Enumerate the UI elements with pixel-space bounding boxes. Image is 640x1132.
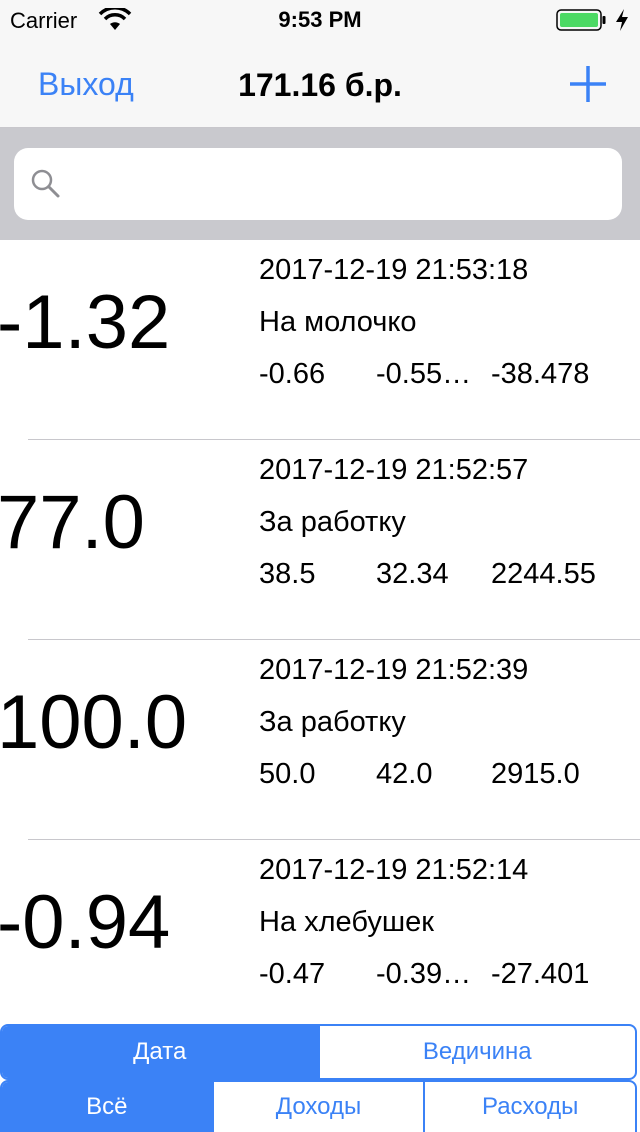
transaction-description: На молочко [259, 306, 417, 338]
row-separator [28, 639, 640, 640]
transaction-value-1: -0.66 [259, 358, 326, 390]
exit-button[interactable]: Выход [38, 66, 134, 102]
search-input[interactable] [14, 148, 622, 220]
transaction-value-3: 2915.0 [491, 758, 580, 790]
charging-bolt-icon [616, 9, 628, 31]
transaction-list: -1.32 2017-12-19 21:53:18 На молочко -0.… [0, 240, 640, 1030]
table-row[interactable]: -1.32 2017-12-19 21:53:18 На молочко -0.… [0, 240, 640, 440]
transaction-value-3: -27.401 [491, 958, 590, 990]
transaction-amount: 100.0 [0, 680, 188, 765]
table-row[interactable]: 77.0 2017-12-19 21:52:57 За работку 38.5… [0, 440, 640, 640]
transaction-value-1: 38.5 [259, 558, 316, 590]
sort-segmented-control: Дата Ведичина [0, 1024, 637, 1080]
search-bar [0, 128, 640, 240]
transaction-amount: 77.0 [0, 480, 145, 565]
row-separator [28, 839, 640, 840]
transaction-date: 2017-12-19 21:52:57 [259, 454, 529, 486]
transaction-amount: -1.32 [0, 280, 171, 365]
sort-by-date-segment[interactable]: Дата [2, 1026, 318, 1078]
carrier-label: Carrier [10, 8, 78, 33]
filter-segmented-control: Всё Доходы Расходы [0, 1080, 637, 1132]
transaction-value-1: -0.47 [259, 958, 326, 990]
transaction-value-2: -0.55… [376, 358, 472, 390]
plus-icon[interactable] [568, 64, 608, 104]
transaction-value-2: -0.39… [376, 958, 472, 990]
filter-income-segment[interactable]: Доходы [211, 1082, 424, 1132]
transaction-value-1: 50.0 [259, 758, 316, 790]
wifi-icon [98, 8, 132, 30]
table-row[interactable]: 100.0 2017-12-19 21:52:39 За работку 50.… [0, 640, 640, 840]
status-bar: Carrier 9:53 PM [0, 0, 640, 40]
transaction-date: 2017-12-19 21:53:18 [259, 254, 529, 286]
filter-expenses-segment[interactable]: Расходы [423, 1082, 635, 1132]
transaction-value-2: 32.34 [376, 558, 449, 590]
filter-all-segment[interactable]: Всё [2, 1082, 212, 1132]
balance-title: 171.16 б.р. [238, 67, 402, 103]
row-separator [28, 439, 640, 440]
transaction-description: За работку [259, 506, 406, 538]
transaction-value-2: 42.0 [376, 758, 433, 790]
transaction-value-3: -38.478 [491, 358, 590, 390]
status-time: 9:53 PM [278, 7, 362, 32]
transaction-date: 2017-12-19 21:52:39 [259, 654, 529, 686]
search-icon [31, 169, 60, 198]
transaction-amount: -0.94 [0, 880, 171, 965]
battery-icon [556, 9, 606, 31]
transaction-value-3: 2244.55 [491, 558, 596, 590]
transaction-date: 2017-12-19 21:52:14 [259, 854, 529, 886]
transaction-description: За работку [259, 706, 406, 738]
sort-by-amount-segment[interactable]: Ведичина [317, 1026, 636, 1078]
table-row[interactable]: -0.94 2017-12-19 21:52:14 На хлебушек -0… [0, 840, 640, 1030]
transaction-description: На хлебушек [259, 906, 434, 938]
navigation-bar: Выход 171.16 б.р. [0, 40, 640, 128]
